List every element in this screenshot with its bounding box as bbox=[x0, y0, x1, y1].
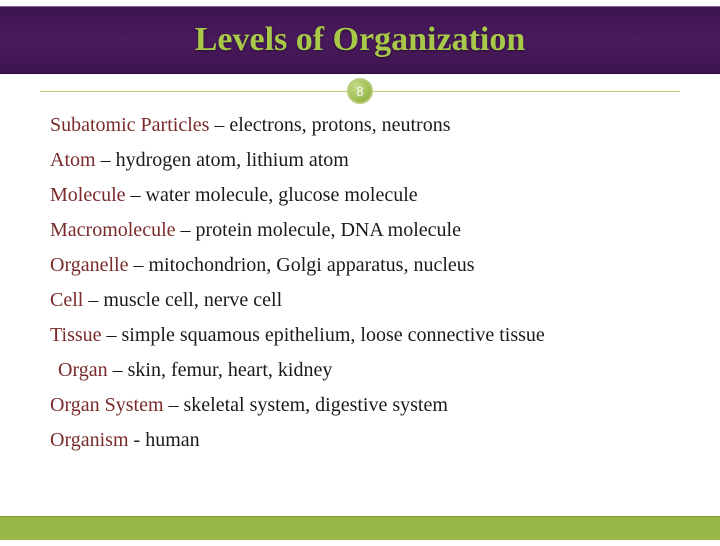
term: Molecule bbox=[50, 184, 126, 206]
content-line: Tissue – simple squamous epithelium, loo… bbox=[50, 322, 670, 349]
content-line: Cell – muscle cell, nerve cell bbox=[50, 287, 670, 314]
definition: human bbox=[145, 429, 199, 451]
content-line: Organelle – mitochondrion, Golgi apparat… bbox=[50, 252, 670, 279]
separator: – bbox=[129, 254, 149, 276]
term: Atom bbox=[50, 149, 96, 171]
definition: skeletal system, digestive system bbox=[184, 394, 448, 416]
separator: – bbox=[176, 219, 196, 241]
term: Organism bbox=[50, 429, 129, 451]
definition: hydrogen atom, lithium atom bbox=[116, 149, 349, 171]
term: Organ System bbox=[50, 394, 164, 416]
page-number-badge: 8 bbox=[347, 78, 373, 104]
separator: – bbox=[209, 114, 229, 136]
content-line: Organ – skin, femur, heart, kidney bbox=[50, 357, 670, 384]
definition: simple squamous epithelium, loose connec… bbox=[122, 324, 545, 346]
term: Tissue bbox=[50, 324, 102, 346]
separator: – bbox=[126, 184, 146, 206]
content-line: Macromolecule – protein molecule, DNA mo… bbox=[50, 217, 670, 244]
content-line: Molecule – water molecule, glucose molec… bbox=[50, 182, 670, 209]
definition: water molecule, glucose molecule bbox=[146, 184, 418, 206]
definition: protein molecule, DNA molecule bbox=[196, 219, 461, 241]
slide-title: Levels of Organization bbox=[195, 21, 526, 59]
content-line: Subatomic Particles – electrons, protons… bbox=[50, 112, 670, 139]
footer-band bbox=[0, 516, 720, 540]
content-line: Organism - human bbox=[50, 427, 670, 454]
term: Subatomic Particles bbox=[50, 114, 209, 136]
separator: – bbox=[164, 394, 184, 416]
header-band: Levels of Organization bbox=[0, 6, 720, 74]
term: Organ bbox=[58, 359, 108, 381]
page-number-row: 8 bbox=[0, 74, 720, 108]
term: Organelle bbox=[50, 254, 129, 276]
separator: – bbox=[96, 149, 116, 171]
separator: – bbox=[83, 289, 103, 311]
separator: - bbox=[129, 429, 146, 451]
separator: – bbox=[108, 359, 128, 381]
definition: mitochondrion, Golgi apparatus, nucleus bbox=[149, 254, 475, 276]
content-line: Atom – hydrogen atom, lithium atom bbox=[50, 147, 670, 174]
definition: skin, femur, heart, kidney bbox=[128, 359, 333, 381]
definition: muscle cell, nerve cell bbox=[103, 289, 282, 311]
term: Cell bbox=[50, 289, 83, 311]
separator: – bbox=[102, 324, 122, 346]
definition: electrons, protons, neutrons bbox=[229, 114, 450, 136]
term: Macromolecule bbox=[50, 219, 176, 241]
content-area: Subatomic Particles – electrons, protons… bbox=[0, 108, 720, 454]
content-line: Organ System – skeletal system, digestiv… bbox=[50, 392, 670, 419]
